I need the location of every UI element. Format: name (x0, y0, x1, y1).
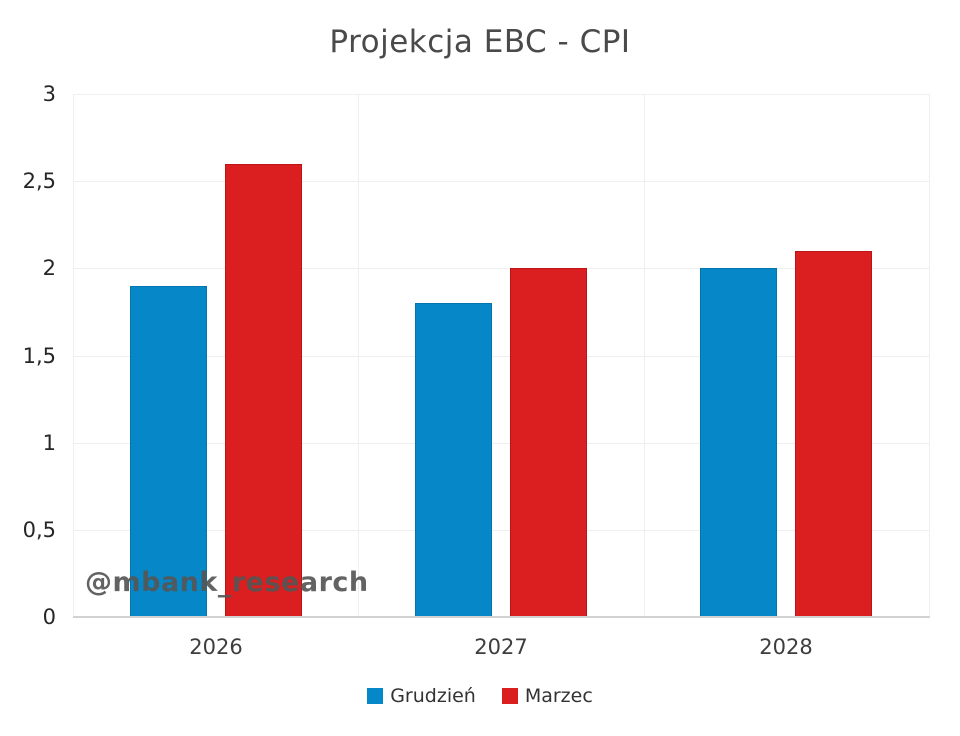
bar-grudzień-2028 (700, 268, 777, 617)
gridline-horizontal (73, 529, 929, 531)
legend: Grudzień Marzec (0, 686, 960, 706)
legend-label: Marzec (524, 685, 593, 707)
gridline-vertical (929, 94, 930, 617)
bar-grudzień-2027 (415, 303, 492, 617)
gridline-horizontal (73, 268, 929, 270)
y-tick-label: 2 (42, 256, 56, 281)
x-category-label: 2027 (474, 635, 528, 659)
legend-label: Grudzień (390, 685, 476, 707)
legend-swatch-blue-icon (367, 688, 384, 704)
x-category-label: 2026 (189, 635, 243, 659)
legend-swatch-red-icon (501, 688, 518, 704)
bar-marzec-2027 (510, 268, 587, 617)
watermark-text: @mbank_research (85, 567, 369, 598)
gridline-vertical (358, 94, 360, 617)
chart-title: Projekcja EBC - CPI (329, 24, 631, 60)
gridline-horizontal (73, 94, 929, 95)
gridline-horizontal (73, 355, 929, 357)
gridline-vertical (73, 94, 74, 617)
y-tick-label: 1 (42, 430, 56, 455)
y-tick-label: 1,5 (22, 343, 56, 368)
gridline-horizontal (73, 181, 929, 183)
bar-marzec-2026 (225, 164, 302, 617)
gridline-horizontal (73, 442, 929, 444)
y-tick-label: 3 (42, 82, 56, 106)
y-tick-label: 0 (42, 605, 56, 629)
legend-item-marzec: Marzec (501, 685, 593, 707)
bar-marzec-2028 (795, 251, 872, 617)
x-category-label: 2028 (759, 635, 813, 659)
plot-area (73, 94, 930, 617)
y-tick-label: 0,5 (22, 517, 56, 542)
x-axis-line (73, 616, 930, 618)
gridline-vertical (643, 94, 645, 617)
legend-item-grudzien: Grudzień (367, 686, 476, 706)
y-tick-label: 2,5 (22, 169, 56, 194)
